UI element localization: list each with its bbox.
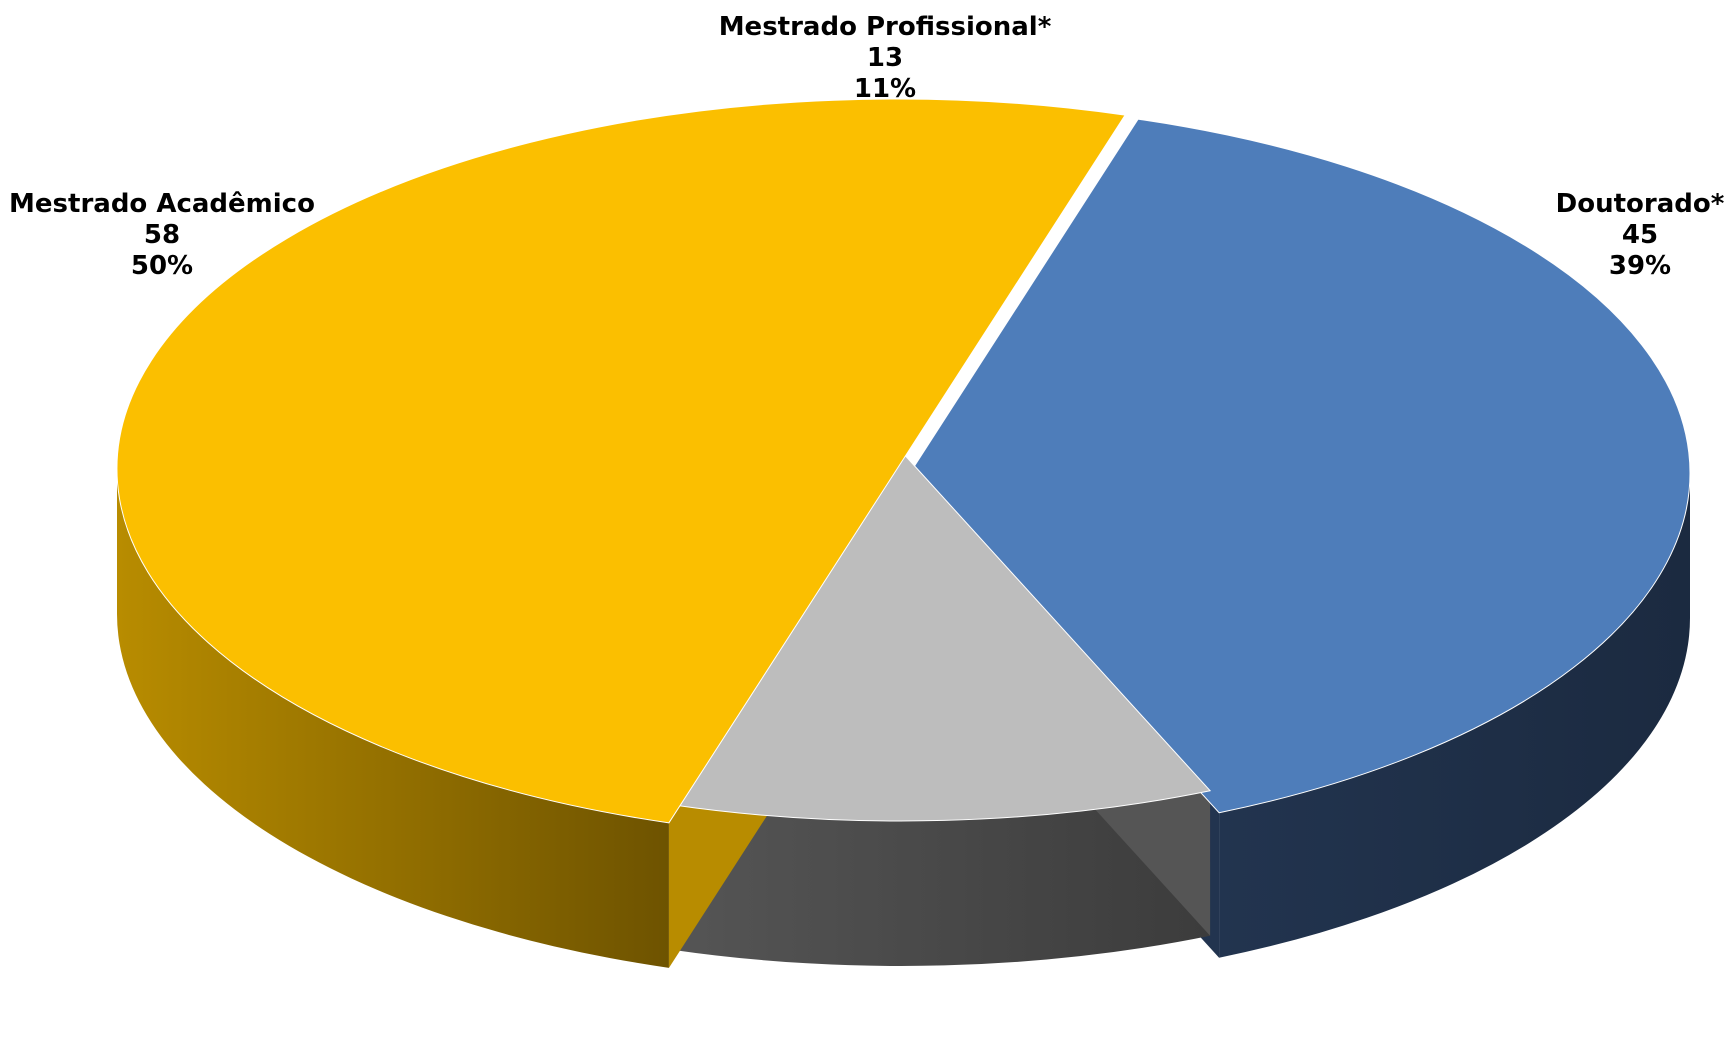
- slice-label-category: Mestrado Profissional*: [719, 12, 1052, 42]
- pie-slice-mestrado-profissional: [672, 450, 1212, 822]
- slice-label-value: 13: [867, 43, 903, 73]
- slice-label-category: Doutorado*: [1556, 189, 1725, 219]
- pie-side-0: [1219, 473, 1690, 958]
- slice-label-1: Mestrado Profissional* 13 11%: [719, 12, 1052, 104]
- slice-label-percent: 39%: [1609, 251, 1671, 281]
- pie-side-1: [672, 790, 1211, 966]
- slice-label-category: Mestrado Acadêmico: [9, 189, 315, 219]
- slice-label-2: Mestrado Acadêmico 58 50%: [9, 189, 315, 281]
- slice-label-value: 58: [144, 220, 180, 250]
- pie-slice-mestrado-acad-mico: [116, 98, 1126, 824]
- pie-side-2: [117, 469, 669, 968]
- slice-label-percent: 11%: [854, 74, 916, 104]
- slice-label-value: 45: [1622, 220, 1658, 250]
- pie-tops: [116, 98, 1691, 824]
- pie-slice-doutorado: [909, 118, 1691, 814]
- slice-label-0: Doutorado* 45 39%: [1556, 189, 1725, 281]
- pie-labels: Doutorado* 45 39% Mestrado Profissional* 13 1…: [9, 12, 1725, 281]
- slice-label-percent: 50%: [131, 251, 193, 281]
